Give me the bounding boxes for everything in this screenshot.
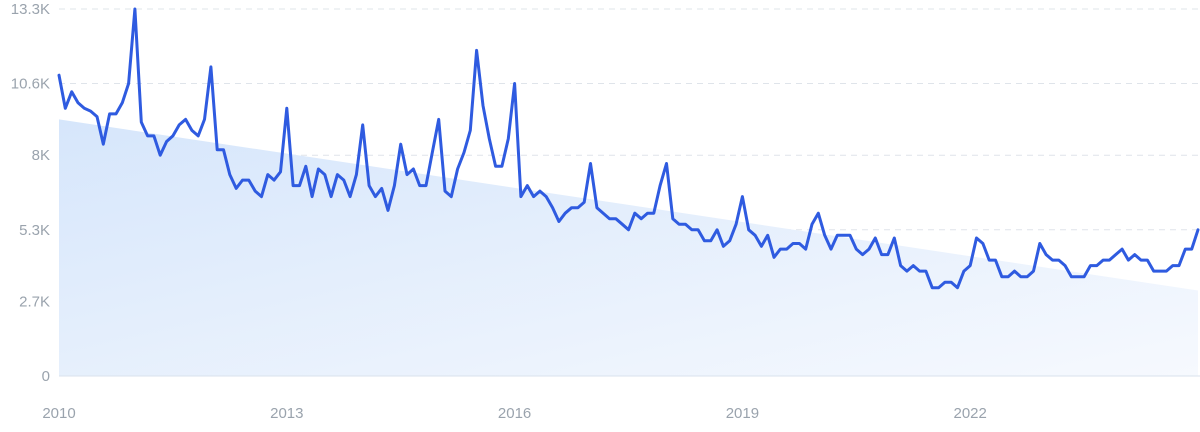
y-tick-label: 8K (32, 147, 50, 164)
y-tick-label: 5.3K (19, 222, 50, 239)
series-layer (57, 7, 1200, 290)
trend-area (59, 119, 1198, 376)
x-tick-label: 2022 (954, 405, 987, 422)
y-tick-label: 0 (42, 368, 50, 385)
x-tick-label: 2010 (42, 405, 75, 422)
y-tick-label: 2.7K (19, 293, 50, 310)
x-tick-label: 2019 (726, 405, 759, 422)
x-tick-label: 2013 (270, 405, 303, 422)
y-axis-labels: 0 2.7K 5.3K 8K 10.6K 13.3K (11, 1, 50, 385)
y-tick-label: 10.6K (11, 76, 50, 93)
x-axis-labels: 2010 2013 2016 2019 2022 (42, 405, 987, 422)
series-line (57, 7, 1200, 290)
x-tick-label: 2016 (498, 405, 531, 422)
y-tick-label: 13.3K (11, 1, 50, 18)
